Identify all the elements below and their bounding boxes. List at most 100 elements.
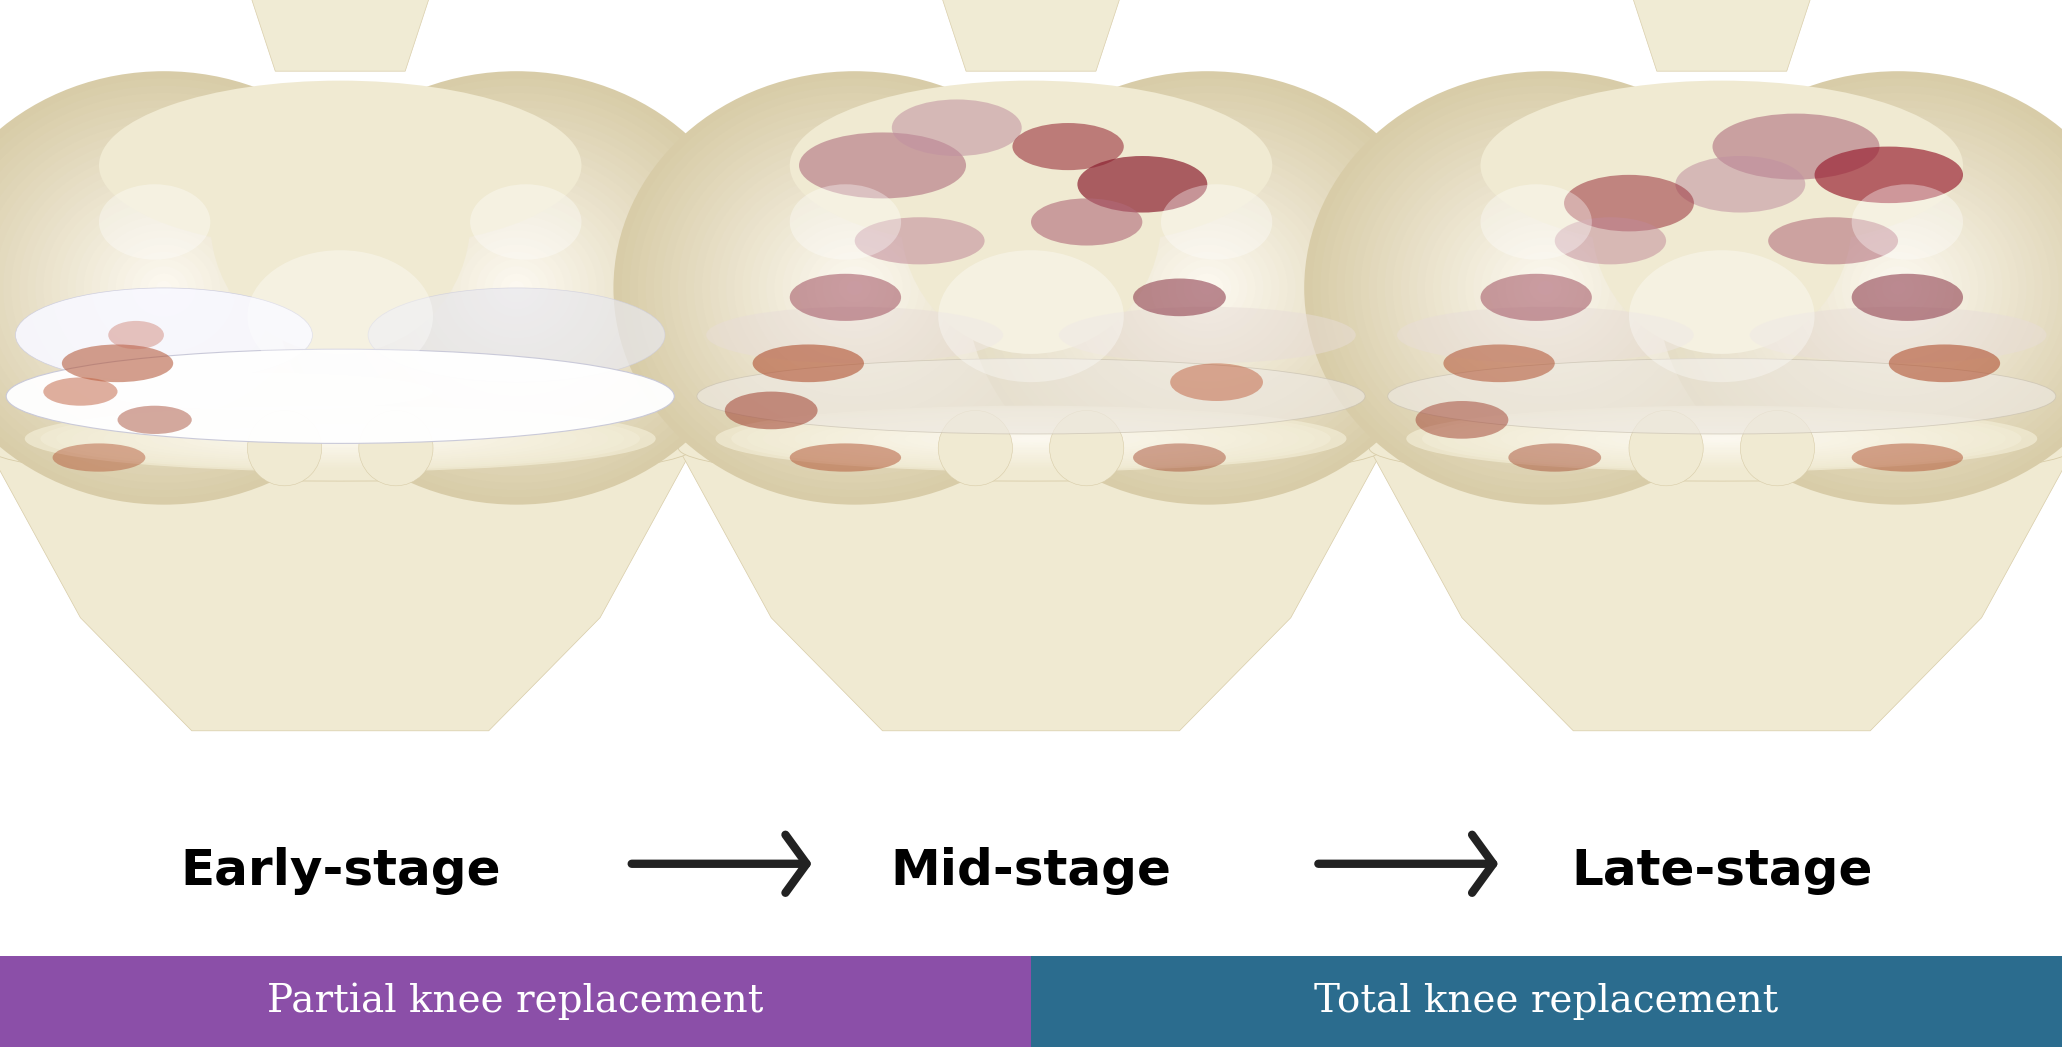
- Ellipse shape: [210, 90, 470, 354]
- Ellipse shape: [1361, 121, 1730, 454]
- Ellipse shape: [775, 216, 936, 360]
- Ellipse shape: [1889, 344, 2000, 382]
- Ellipse shape: [637, 93, 1072, 483]
- Ellipse shape: [1744, 151, 2052, 425]
- Ellipse shape: [0, 129, 340, 447]
- Ellipse shape: [687, 136, 1023, 440]
- Ellipse shape: [1464, 216, 1625, 360]
- Ellipse shape: [1134, 444, 1225, 472]
- Ellipse shape: [1344, 108, 1747, 469]
- Ellipse shape: [1530, 273, 1561, 303]
- Ellipse shape: [1753, 158, 2043, 418]
- Ellipse shape: [1674, 156, 1806, 213]
- Text: Late-stage: Late-stage: [1571, 847, 1872, 895]
- Ellipse shape: [973, 79, 1441, 497]
- Ellipse shape: [214, 425, 466, 452]
- Ellipse shape: [1883, 273, 1914, 303]
- Ellipse shape: [1749, 307, 2046, 363]
- Ellipse shape: [1175, 259, 1239, 317]
- Ellipse shape: [485, 259, 548, 317]
- Ellipse shape: [91, 223, 237, 353]
- Ellipse shape: [670, 121, 1039, 454]
- Ellipse shape: [2, 143, 326, 432]
- Ellipse shape: [340, 129, 693, 447]
- Ellipse shape: [25, 406, 656, 472]
- Ellipse shape: [800, 132, 965, 199]
- Ellipse shape: [1303, 71, 1786, 505]
- Ellipse shape: [198, 424, 483, 453]
- Ellipse shape: [332, 121, 701, 454]
- Ellipse shape: [982, 86, 1433, 490]
- Ellipse shape: [460, 238, 573, 338]
- Ellipse shape: [1031, 129, 1384, 447]
- Ellipse shape: [831, 266, 878, 310]
- Ellipse shape: [181, 422, 499, 455]
- Ellipse shape: [0, 93, 381, 483]
- Ellipse shape: [309, 436, 371, 442]
- Ellipse shape: [1563, 175, 1693, 231]
- Ellipse shape: [1761, 165, 2035, 410]
- Ellipse shape: [1627, 429, 1817, 448]
- Ellipse shape: [1714, 121, 2062, 454]
- Ellipse shape: [701, 151, 1008, 425]
- Ellipse shape: [247, 410, 322, 486]
- Ellipse shape: [0, 71, 404, 505]
- Ellipse shape: [1841, 238, 1955, 338]
- Ellipse shape: [1006, 108, 1408, 469]
- Ellipse shape: [355, 143, 676, 432]
- Ellipse shape: [718, 165, 992, 410]
- Ellipse shape: [1369, 416, 2062, 482]
- Ellipse shape: [1443, 344, 1555, 382]
- Ellipse shape: [1509, 444, 1600, 472]
- Ellipse shape: [501, 273, 532, 303]
- Ellipse shape: [1705, 437, 1738, 441]
- Ellipse shape: [779, 413, 1283, 465]
- Ellipse shape: [1078, 156, 1208, 213]
- Ellipse shape: [1167, 252, 1248, 325]
- Ellipse shape: [1054, 151, 1361, 425]
- Ellipse shape: [823, 259, 887, 317]
- Ellipse shape: [1786, 186, 2010, 389]
- Ellipse shape: [753, 344, 864, 382]
- Ellipse shape: [1417, 173, 1674, 403]
- Ellipse shape: [99, 230, 229, 346]
- Ellipse shape: [1852, 444, 1963, 472]
- Ellipse shape: [324, 437, 357, 441]
- Ellipse shape: [60, 194, 268, 382]
- Ellipse shape: [35, 173, 293, 403]
- Ellipse shape: [1802, 201, 1994, 375]
- Ellipse shape: [1664, 79, 2062, 497]
- Bar: [1031, 956, 2062, 1047]
- Ellipse shape: [709, 158, 1000, 418]
- Ellipse shape: [716, 406, 1346, 472]
- Ellipse shape: [1658, 432, 1786, 445]
- Ellipse shape: [1672, 86, 2062, 490]
- Ellipse shape: [1454, 410, 1990, 467]
- Ellipse shape: [1050, 410, 1124, 486]
- Ellipse shape: [367, 288, 664, 382]
- Ellipse shape: [1505, 252, 1586, 325]
- Ellipse shape: [1711, 114, 1881, 180]
- Ellipse shape: [10, 151, 318, 425]
- Ellipse shape: [1000, 436, 1062, 442]
- Ellipse shape: [1161, 184, 1272, 260]
- Polygon shape: [1369, 448, 2062, 731]
- Ellipse shape: [396, 180, 637, 397]
- Ellipse shape: [103, 414, 577, 464]
- Ellipse shape: [0, 416, 693, 482]
- Ellipse shape: [0, 108, 365, 469]
- Ellipse shape: [247, 250, 433, 382]
- Ellipse shape: [1740, 410, 1815, 486]
- Ellipse shape: [429, 208, 604, 367]
- Ellipse shape: [781, 223, 928, 353]
- Ellipse shape: [43, 180, 285, 397]
- Ellipse shape: [1497, 245, 1594, 331]
- Ellipse shape: [614, 71, 1097, 505]
- Ellipse shape: [468, 245, 565, 331]
- Ellipse shape: [1549, 421, 1895, 456]
- Ellipse shape: [790, 274, 901, 321]
- Ellipse shape: [493, 266, 540, 310]
- Ellipse shape: [1579, 424, 1864, 453]
- Ellipse shape: [1200, 281, 1215, 295]
- Ellipse shape: [52, 186, 276, 389]
